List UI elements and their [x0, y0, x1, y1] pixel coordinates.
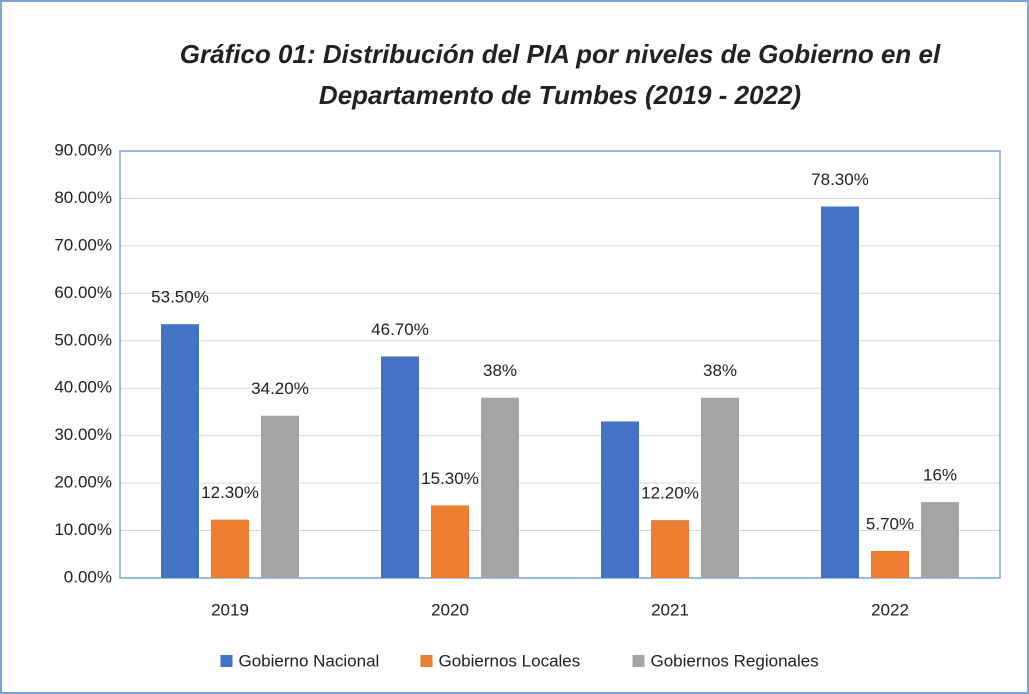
bar	[481, 397, 519, 578]
bar	[161, 324, 199, 578]
bar	[921, 502, 959, 578]
legend-swatch	[420, 655, 433, 667]
y-tick-label: 40.00%	[54, 378, 112, 397]
data-label: 15.30%	[421, 469, 479, 488]
plot-border	[119, 150, 1001, 579]
y-tick-label: 0.00%	[64, 567, 112, 586]
data-label: 78.30%	[811, 170, 869, 189]
y-tick-label: 50.00%	[54, 330, 112, 349]
x-tick-label: 2022	[871, 600, 909, 619]
chart-title: Gráfico 01: Distribución del PIA por niv…	[180, 39, 941, 69]
chart-title: Departamento de Tumbes (2019 - 2022)	[319, 80, 801, 110]
data-label: 16%	[923, 466, 957, 485]
data-label: 46.70%	[371, 320, 429, 339]
x-tick-label: 2021	[651, 600, 689, 619]
data-label: 5.70%	[866, 514, 914, 533]
legend-label: Gobierno Nacional	[239, 651, 380, 670]
bar	[871, 550, 909, 578]
bar	[431, 505, 469, 578]
data-label: 34.20%	[251, 379, 309, 398]
x-tick-label: 2019	[211, 600, 249, 619]
data-label: 38%	[483, 361, 517, 380]
x-tick-label: 2020	[431, 600, 469, 619]
y-tick-label: 60.00%	[54, 283, 112, 302]
y-tick-label: 10.00%	[54, 520, 112, 539]
data-label: 12.30%	[201, 483, 259, 502]
bar	[701, 397, 739, 578]
data-label: 12.20%	[641, 484, 699, 503]
bar	[381, 356, 419, 578]
bar	[651, 520, 689, 578]
y-tick-label: 90.00%	[54, 140, 112, 159]
bar	[601, 421, 639, 578]
data-label: 38%	[703, 361, 737, 380]
legend-swatch	[632, 655, 645, 667]
bar	[261, 415, 299, 578]
legend-label: Gobiernos Regionales	[651, 651, 819, 670]
bar	[211, 519, 249, 578]
legend-swatch	[220, 655, 233, 667]
data-label: 53.50%	[151, 288, 209, 307]
y-tick-label: 20.00%	[54, 473, 112, 492]
y-tick-label: 80.00%	[54, 188, 112, 207]
bar	[821, 206, 859, 578]
legend-label: Gobiernos Locales	[439, 651, 581, 670]
y-tick-label: 70.00%	[54, 235, 112, 254]
y-tick-label: 30.00%	[54, 425, 112, 444]
